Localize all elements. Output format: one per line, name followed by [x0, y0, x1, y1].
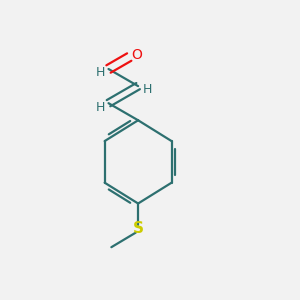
Text: H: H: [142, 83, 152, 96]
Text: H: H: [95, 101, 105, 114]
Text: H: H: [95, 66, 105, 79]
Text: S: S: [133, 221, 144, 236]
Text: O: O: [131, 48, 142, 62]
